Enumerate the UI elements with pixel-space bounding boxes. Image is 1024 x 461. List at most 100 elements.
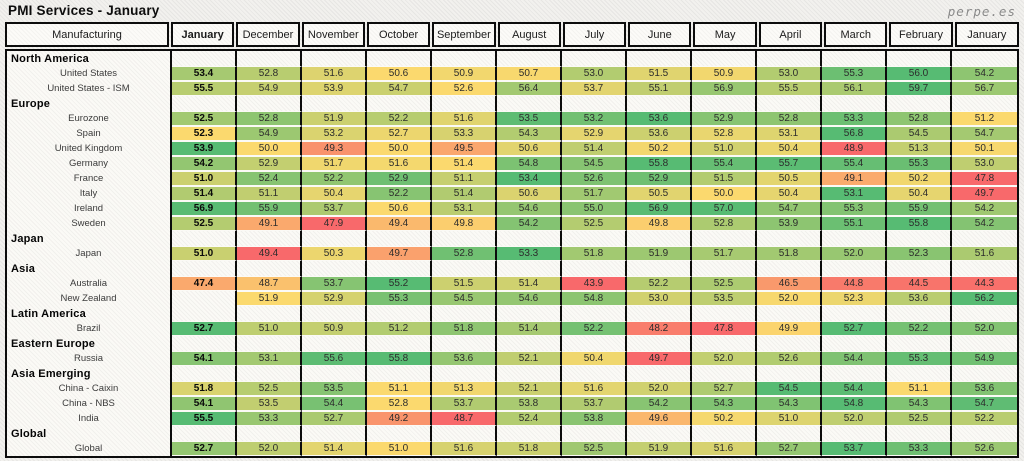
value-cell: 51.1 (237, 186, 302, 201)
value-cell: 52.6 (432, 81, 497, 96)
value-cell: 51.6 (432, 441, 497, 456)
value-cell: 51.0 (172, 171, 237, 186)
value-cell: 52.4 (237, 171, 302, 186)
section-row-europe: Europe (7, 96, 1017, 111)
value-cell: 50.7 (497, 66, 562, 81)
section-row-north-america: North America (7, 51, 1017, 66)
empty-cell (822, 231, 887, 246)
column-header-june-7: June (628, 22, 692, 47)
value-cell: 51.6 (562, 381, 627, 396)
empty-cell (887, 96, 952, 111)
value-cell: 55.3 (367, 291, 432, 306)
value-cell: 49.4 (367, 216, 432, 231)
empty-cell (757, 51, 822, 66)
column-header-january: January (171, 22, 235, 47)
value-cell: 55.3 (822, 201, 887, 216)
empty-cell (952, 366, 1017, 381)
value-cell: 53.3 (887, 441, 952, 456)
table-row-ireland: Ireland 56.9 55.9 53.7 50.6 53.1 54.6 55.0 56.9 5… (7, 201, 1017, 216)
value-cell: 55.0 (562, 201, 627, 216)
value-cell: 51.2 (952, 111, 1017, 126)
table-row-sweden: Sweden 52.5 49.1 47.9 49.4 49.8 54.2 52.5 49.8 52… (7, 216, 1017, 231)
table-header-row: Manufacturing January December November Octo… (5, 22, 1019, 47)
value-cell: 51.6 (432, 111, 497, 126)
empty-cell (432, 261, 497, 276)
empty-cell (432, 51, 497, 66)
empty-cell (237, 96, 302, 111)
value-cell: 51.8 (432, 321, 497, 336)
value-cell: 53.2 (562, 111, 627, 126)
empty-cell (367, 336, 432, 351)
row-label: China - NBS (7, 396, 172, 411)
corner-header: Manufacturing (5, 22, 169, 47)
value-cell: 53.5 (692, 291, 757, 306)
value-cell: 51.4 (562, 141, 627, 156)
empty-cell (172, 51, 237, 66)
value-cell: 54.7 (757, 201, 822, 216)
empty-cell (367, 51, 432, 66)
empty-cell (302, 336, 367, 351)
value-cell: 50.2 (692, 411, 757, 426)
value-cell: 51.3 (887, 141, 952, 156)
section-label: Europe (7, 96, 172, 111)
empty-cell (952, 51, 1017, 66)
value-cell: 50.9 (432, 66, 497, 81)
value-cell: 51.8 (562, 246, 627, 261)
empty-cell (757, 231, 822, 246)
empty-cell (367, 306, 432, 321)
value-cell: 53.1 (237, 351, 302, 366)
section-label: Asia Emerging (7, 366, 172, 381)
value-cell: 52.9 (562, 126, 627, 141)
empty-cell (172, 96, 237, 111)
row-label: United States (7, 66, 172, 81)
column-header-november-2: November (301, 22, 365, 47)
value-cell: 50.6 (497, 186, 562, 201)
row-label: Australia (7, 276, 172, 291)
section-label: Global (7, 426, 172, 441)
empty-cell (692, 51, 757, 66)
value-cell: 53.9 (757, 216, 822, 231)
table-row-france: France 51.0 52.4 52.2 52.9 51.1 53.4 52.6 52.9 51… (7, 171, 1017, 186)
empty-cell (692, 231, 757, 246)
value-cell: 50.2 (627, 141, 692, 156)
empty-cell (302, 306, 367, 321)
value-cell: 52.2 (887, 321, 952, 336)
row-label: Eurozone (7, 111, 172, 126)
watermark-link[interactable]: perpe.es (947, 4, 1016, 19)
value-cell: 56.2 (952, 291, 1017, 306)
value-cell: 55.6 (302, 351, 367, 366)
value-cell: 46.5 (757, 276, 822, 291)
empty-cell (432, 366, 497, 381)
table-row-india: India 55.5 53.3 52.7 49.2 48.7 52.4 53.8 49.6 50.… (7, 411, 1017, 426)
value-cell: 53.3 (432, 126, 497, 141)
empty-cell (172, 291, 237, 306)
value-cell: 52.8 (237, 66, 302, 81)
value-cell: 44.5 (887, 276, 952, 291)
empty-cell (237, 261, 302, 276)
value-cell: 50.1 (952, 141, 1017, 156)
section-label: North America (7, 51, 172, 66)
value-cell: 54.2 (627, 396, 692, 411)
value-cell: 54.8 (497, 156, 562, 171)
empty-cell (367, 426, 432, 441)
empty-cell (952, 96, 1017, 111)
empty-cell (497, 306, 562, 321)
value-cell: 52.4 (497, 411, 562, 426)
value-cell: 54.3 (757, 396, 822, 411)
value-cell: 55.4 (692, 156, 757, 171)
value-cell: 54.2 (952, 66, 1017, 81)
value-cell: 54.1 (172, 351, 237, 366)
empty-cell (692, 336, 757, 351)
value-cell: 55.3 (887, 351, 952, 366)
value-cell: 52.2 (562, 321, 627, 336)
value-cell: 57.0 (692, 201, 757, 216)
row-label: Brazil (7, 321, 172, 336)
value-cell: 52.3 (172, 126, 237, 141)
table-row-germany: Germany 54.2 52.9 51.7 51.6 51.4 54.8 54.5 55.8 5… (7, 156, 1017, 171)
value-cell: 55.8 (627, 156, 692, 171)
empty-cell (822, 51, 887, 66)
value-cell: 53.7 (822, 441, 887, 456)
section-label: Japan (7, 231, 172, 246)
section-row-global: Global (7, 426, 1017, 441)
table-row-italy: Italy 51.4 51.1 50.4 52.2 51.4 50.6 51.7 50.5 50.… (7, 186, 1017, 201)
